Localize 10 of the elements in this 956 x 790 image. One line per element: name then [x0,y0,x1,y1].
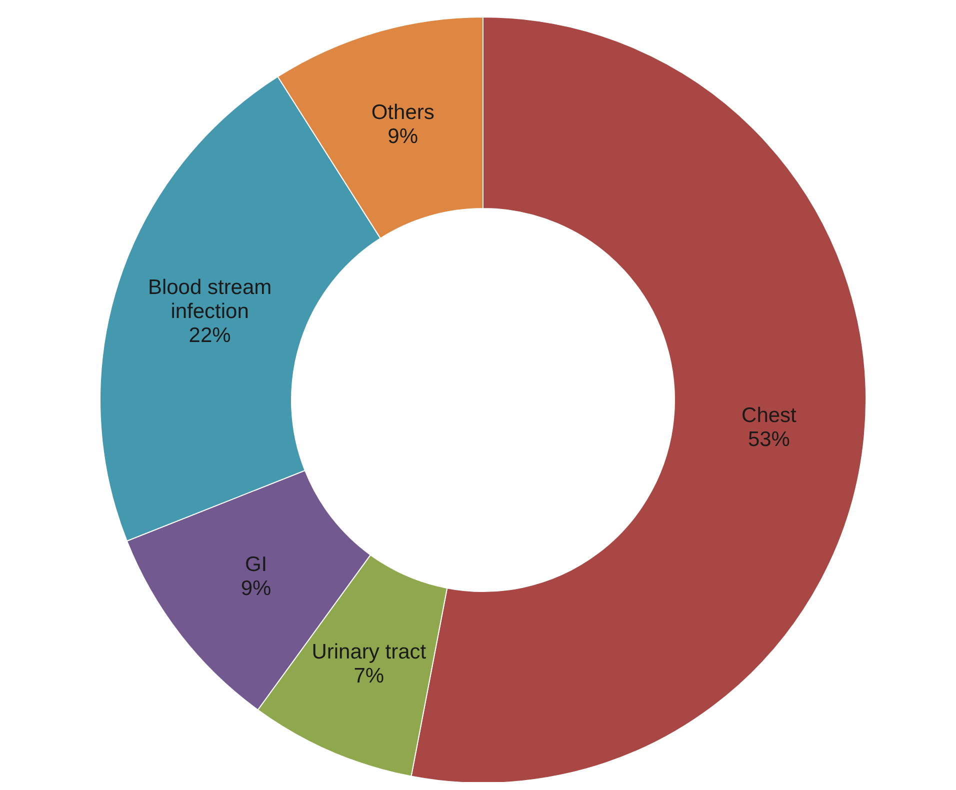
data-label: 9% [240,576,272,600]
data-label: 9% [388,124,418,148]
slice-label: Blood stream infection [148,276,272,323]
data-label: 22% [188,324,231,347]
slice-label: Urinary tract [312,640,426,664]
slice-label: GI [244,552,268,576]
data-label: 53% [748,428,790,451]
slice-label: Others [371,100,434,124]
slice-label: Chest [742,404,797,427]
data-label: 7% [354,664,384,688]
